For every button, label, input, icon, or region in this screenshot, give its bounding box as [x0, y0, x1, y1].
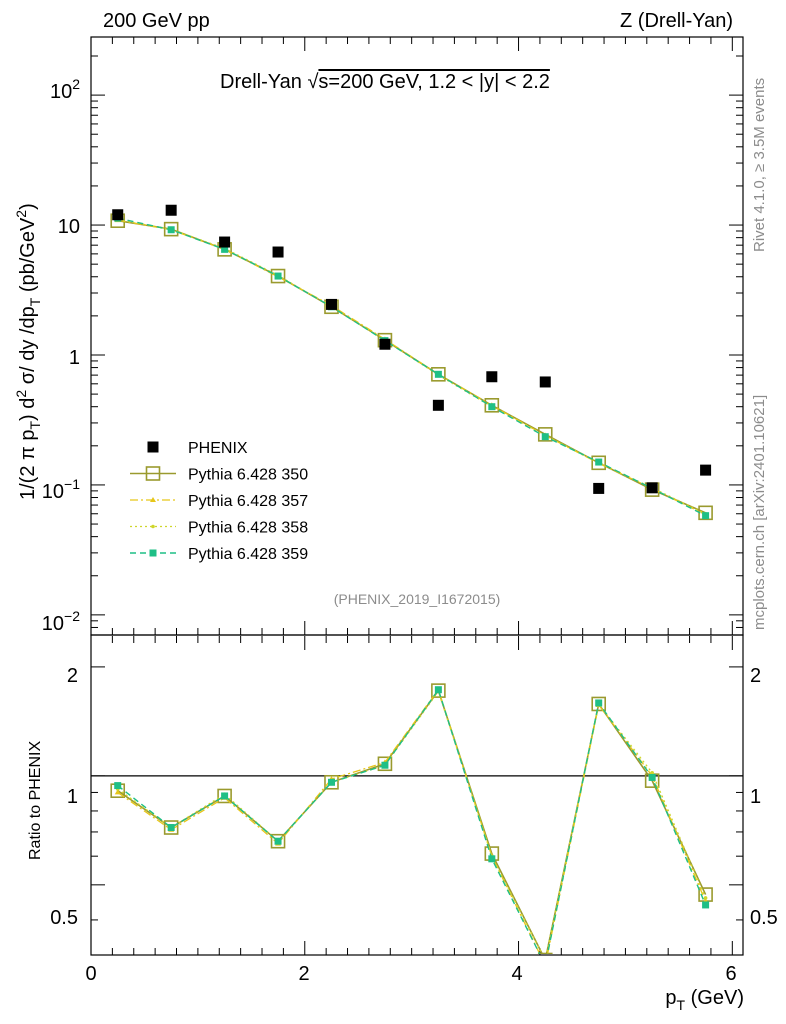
ratio-point-p359 — [702, 901, 710, 909]
ratio-y-tick-label-right: 0.5 — [750, 907, 778, 929]
ratio-point-p359 — [114, 782, 122, 790]
ratio-frame — [90, 634, 744, 956]
data-point — [325, 298, 337, 310]
ratio-point-p358 — [650, 770, 654, 775]
point-p359 — [595, 458, 603, 466]
main-y-label: 1/(2 π pT) d2 σ/ dy /dpT (pb/GeV2) — [13, 203, 43, 500]
main-plot-area — [110, 204, 713, 521]
ratio-point-p359 — [434, 686, 442, 694]
data-point — [379, 338, 391, 350]
ratio-point-p359 — [381, 761, 389, 769]
data-point — [486, 371, 498, 383]
ratio-line-p350 — [117, 688, 707, 954]
legend-marker-p357 — [150, 497, 156, 502]
mcplots-label: mcplots.cern.ch [arXiv:2401.10621] — [751, 395, 768, 630]
ratio-line-p359 — [117, 688, 707, 954]
ratio-point-p359 — [221, 792, 229, 800]
legend-label: PHENIX — [188, 440, 248, 457]
point-p350 — [163, 221, 179, 237]
ratio-point-p358 — [543, 958, 547, 962]
legend-marker-p358 — [151, 524, 155, 529]
ratio-line-p357 — [117, 688, 707, 954]
legend-label: Pythia 6.428 350 — [188, 467, 308, 484]
data-point — [539, 376, 551, 388]
x-tick-label: 4 — [511, 963, 522, 985]
data-point — [700, 464, 712, 476]
legend-label: Pythia 6.428 357 — [188, 493, 308, 510]
data-point — [272, 246, 284, 258]
ratio-y-tick-label: 1 — [67, 786, 78, 808]
ratio-point-p358 — [703, 896, 708, 900]
ratio-point-p350 — [431, 683, 446, 698]
rivet-label: Rivet 4.1.0, ≥ 3.5M events — [751, 78, 768, 252]
ratio-point-p350 — [270, 833, 286, 849]
legend-marker-p350 — [145, 466, 161, 481]
legend: PHENIX Pythia 6.428 350 Pythia 6.428 357 Py… — [130, 440, 308, 563]
point-p350 — [591, 455, 607, 471]
point-p359 — [434, 370, 442, 378]
x-axis-label: pT (GeV) — [665, 987, 744, 1013]
data-point — [432, 399, 444, 411]
ratio-point-p350 — [537, 952, 553, 954]
x-tick-label: 2 — [298, 963, 309, 985]
data-point — [112, 209, 124, 221]
ratio-y-tick-label-right: 1 — [750, 786, 761, 808]
ratio-point-p359 — [274, 837, 282, 845]
ratio-point-p359 — [488, 855, 496, 863]
ratio-point-p350 — [324, 774, 339, 790]
x-tick-label: 6 — [725, 963, 736, 985]
point-p359 — [167, 226, 175, 234]
point-p359 — [541, 433, 549, 441]
plot-title: Drell-Yan √s=200 GeV, 1.2 < |y| < 2.2 — [220, 71, 550, 93]
x-tick-label: 0 — [85, 963, 96, 985]
legend-marker-data — [147, 441, 159, 453]
ratio-point-p359 — [542, 962, 549, 969]
point-p359 — [702, 512, 710, 520]
legend-marker-p359 — [149, 549, 157, 557]
series-line-p358 — [117, 219, 706, 515]
point-p350 — [270, 268, 286, 284]
point-p359 — [488, 403, 496, 411]
header-right: Z (Drell-Yan) — [620, 10, 733, 32]
data-point — [219, 236, 231, 248]
ratio-point-p350 — [377, 756, 393, 772]
main-y-tick-label: 1 — [69, 347, 80, 369]
ratio-y-tick-label: 0.5 — [50, 907, 78, 929]
point-p359 — [221, 245, 229, 253]
ratio-point-p359 — [167, 824, 175, 832]
ratio-point-p357 — [542, 962, 548, 967]
legend-label: Pythia 6.428 359 — [188, 546, 308, 563]
ratio-point-p350 — [591, 696, 607, 712]
point-p350 — [484, 398, 500, 413]
main-y-tick-label: 102 — [50, 76, 80, 103]
ratio-point-p359 — [648, 773, 656, 781]
data-point — [593, 482, 605, 494]
series-line-p359 — [117, 217, 706, 517]
legend-label: Pythia 6.428 358 — [188, 520, 308, 537]
analysis-id: (PHENIX_2019_I1672015) — [334, 591, 501, 607]
ratio-point-p359 — [595, 699, 603, 707]
ratio-point-p350 — [217, 788, 232, 804]
ratio-point-p357 — [114, 789, 121, 795]
point-p350 — [537, 427, 553, 442]
ratio-plot-area — [110, 683, 713, 969]
point-p350 — [431, 367, 446, 382]
header-left: 200 GeV pp — [103, 10, 210, 32]
ratio-point-p350 — [163, 820, 179, 835]
ratio-point-p359 — [327, 778, 335, 786]
main-y-tick-label: 10−1 — [42, 476, 80, 503]
data-point — [646, 482, 658, 494]
point-p359 — [274, 272, 282, 280]
data-point — [165, 204, 177, 216]
main-y-tick-label: 10 — [58, 216, 80, 238]
ratio-y-tick-label: 2 — [67, 665, 78, 687]
ratio-y-label: Ratio to PHENIX — [27, 741, 44, 860]
ratio-y-tick-label-right: 2 — [750, 665, 761, 687]
main-y-tick-label: 10−2 — [42, 608, 80, 635]
